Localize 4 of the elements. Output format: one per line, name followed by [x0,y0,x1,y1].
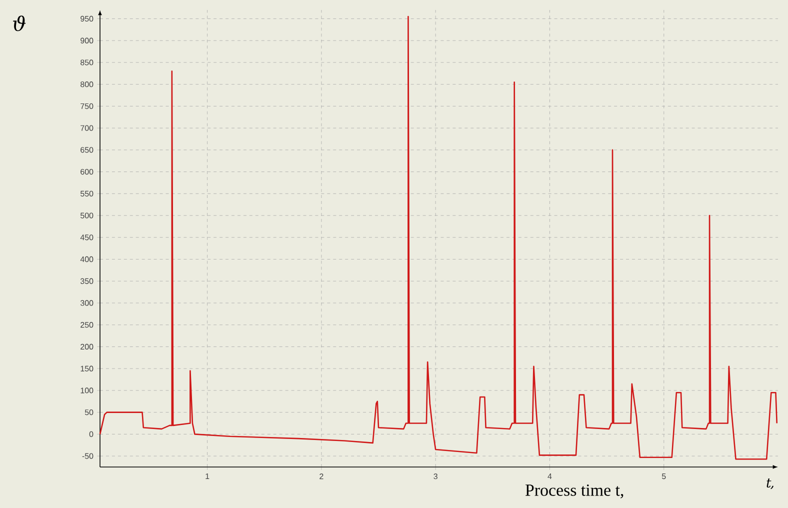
line-series [99,16,778,460]
y-axis-title: ϑ [13,16,26,32]
x-axis-title: t, [766,478,774,490]
text: Process time t, [525,484,624,498]
